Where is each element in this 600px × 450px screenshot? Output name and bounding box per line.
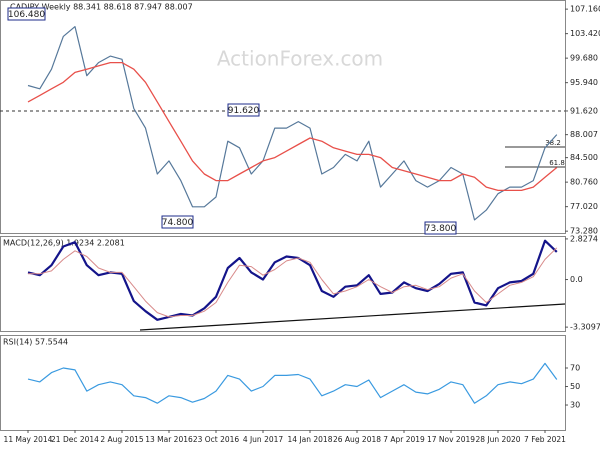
y-tick-label: -3.3097: [570, 323, 600, 332]
y-tick-label: 107.160: [570, 5, 600, 14]
x-tick-label: 26 Aug 2018: [333, 435, 381, 444]
y-tick-label: 95.940: [570, 78, 598, 87]
y-tick-label: 77.020: [570, 202, 598, 211]
macd-title: MACD(12,26,9) 1.9234 2.2081: [3, 239, 125, 248]
series-line: [27, 239, 558, 321]
x-tick-label: 23 Oct 2016: [193, 435, 240, 444]
price-title: CADJPY,Weekly 88.341 88.618 87.947 88.00…: [10, 3, 193, 12]
rsi-panel: [0, 335, 566, 431]
annotation-box: [161, 215, 194, 229]
y-tick-label: 50: [570, 382, 580, 391]
x-tick-label: 13 Mar 2016: [145, 435, 193, 444]
y-tick-label: 30: [570, 401, 580, 410]
x-tick-label: 2 Aug 2015: [100, 435, 143, 444]
y-tick-label: 0.0: [570, 275, 583, 284]
x-tick-label: 17 Nov 2019: [427, 435, 475, 444]
x-tick-label: 7 Feb 2021: [524, 435, 566, 444]
y-tick-label: 70: [570, 364, 580, 373]
annotation: 91.620: [228, 106, 260, 116]
annotation: 38.2: [545, 139, 561, 147]
series-line: [27, 61, 558, 192]
x-tick-label: 21 Dec 2014: [51, 435, 99, 444]
macd-panel: [0, 236, 566, 332]
watermark: ActionForex.com: [217, 47, 383, 71]
x-tick-label: 11 May 2014: [4, 435, 53, 444]
annotations: 106.480 91.620 74.800 73.800 38.2 61.8: [7, 7, 565, 235]
series-line: [28, 247, 558, 318]
y-tick-label: 2.8274: [570, 234, 598, 243]
annotation: 73.800: [425, 224, 457, 234]
y-tick-label: 103.420: [570, 29, 600, 38]
annotation: 61.8: [549, 159, 565, 167]
x-tick-label: 7 Apr 2019: [383, 435, 425, 444]
price-panel: [0, 0, 566, 234]
annotation-box: [424, 221, 457, 235]
y-tick-label: 99.680: [570, 54, 598, 63]
x-tick-label: 4 Jun 2017: [243, 435, 284, 444]
y-tick-label: 84.500: [570, 153, 598, 162]
x-tick-label: 14 Jan 2018: [288, 435, 333, 444]
rsi-title: RSI(14) 57.5544: [3, 338, 68, 347]
y-tick-label: 91.620: [570, 106, 598, 115]
trend-line: [139, 303, 566, 331]
y-tick-label: 80.760: [570, 178, 598, 187]
annotation-box: [227, 103, 260, 117]
y-tick-label: 88.007: [570, 130, 598, 139]
series-line: [27, 26, 558, 221]
series-line: [27, 362, 558, 404]
annotation-box: [7, 7, 46, 21]
y-tick-label: 73.280: [570, 227, 598, 236]
annotation: 106.480: [8, 10, 45, 20]
x-tick-label: 28 Jun 2020: [475, 435, 520, 444]
annotation: 74.800: [162, 218, 194, 228]
